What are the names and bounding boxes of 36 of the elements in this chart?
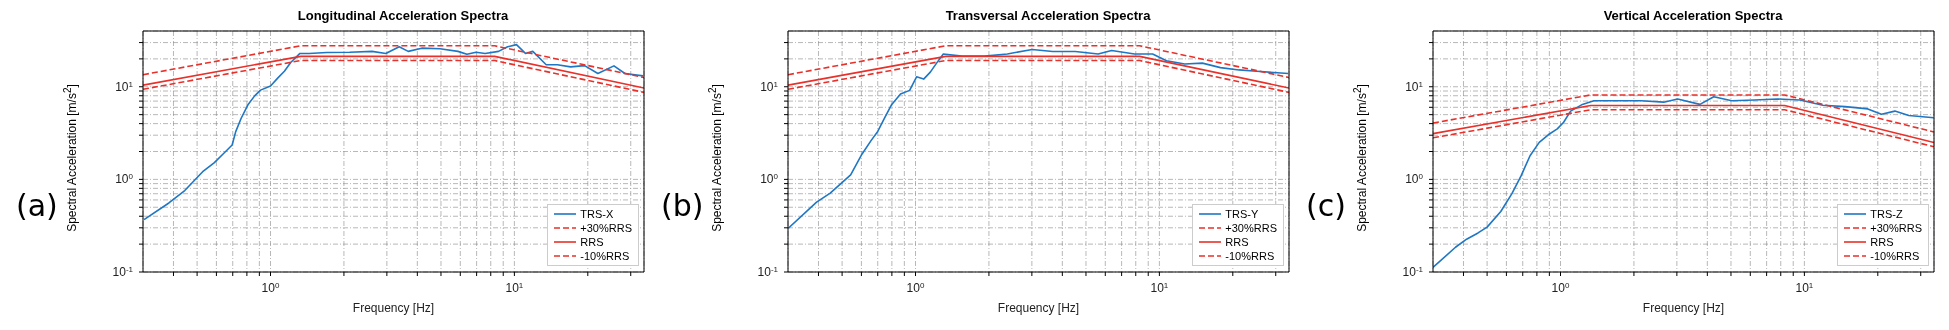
legend-label: +30%RRS: [1870, 221, 1922, 235]
legend-label: +30%RRS: [580, 221, 632, 235]
chart-title: Transversal Acceleration Spectra: [944, 8, 1152, 23]
legend-label: -10%RRS: [1225, 249, 1275, 263]
x-tick-label: 10$^{1}$: [1150, 280, 1169, 295]
legend-label: -10%RRS: [1870, 249, 1920, 263]
y-tick-label: 10$^{-1}$: [112, 264, 134, 279]
legend-label: TRS-Y: [1225, 207, 1259, 221]
legend-label: RRS: [1225, 235, 1249, 249]
text: (a): [16, 188, 58, 223]
text: (c): [1306, 188, 1346, 223]
x-tick-label: 10$^{0}$: [906, 280, 925, 295]
chart-title: Vertical Acceleration Spectra: [1602, 8, 1784, 23]
legend-label: -10%RRS: [580, 249, 630, 263]
legend-label: TRS-Z: [1870, 207, 1903, 221]
y-tick-label: 10$^{0}$: [1405, 171, 1424, 187]
chart-title: Longitudinal Acceleration Spectra: [296, 8, 510, 23]
x-tick-label: 10$^{0}$: [1551, 280, 1570, 295]
x-tick-label: 10$^{1}$: [1795, 280, 1814, 295]
y-tick-label: 10$^{0}$: [760, 171, 779, 187]
legend-label: RRS: [1870, 235, 1894, 249]
x-axis-title: Frequency [Hz]: [352, 301, 435, 315]
x-axis-title: Frequency [Hz]: [997, 301, 1080, 315]
y-tick-label: 10$^{0}$: [115, 171, 134, 187]
x-tick-label: 10$^{1}$: [505, 280, 524, 295]
x-tick-label: 10$^{0}$: [261, 280, 280, 295]
legend-label: RRS: [580, 235, 604, 249]
y-tick-label: 10$^{1}$: [115, 79, 134, 94]
y-tick-label: 10$^{1}$: [1405, 79, 1424, 94]
text: (b): [661, 188, 704, 223]
y-tick-label: 10$^{1}$: [760, 79, 779, 94]
y-tick-label: 10$^{-1}$: [1402, 264, 1424, 279]
y-tick-label: 10$^{-1}$: [757, 264, 779, 279]
legend-label: +30%RRS: [1225, 221, 1277, 235]
legend-label: TRS-X: [580, 207, 614, 221]
x-axis-title: Frequency [Hz]: [1642, 301, 1725, 315]
